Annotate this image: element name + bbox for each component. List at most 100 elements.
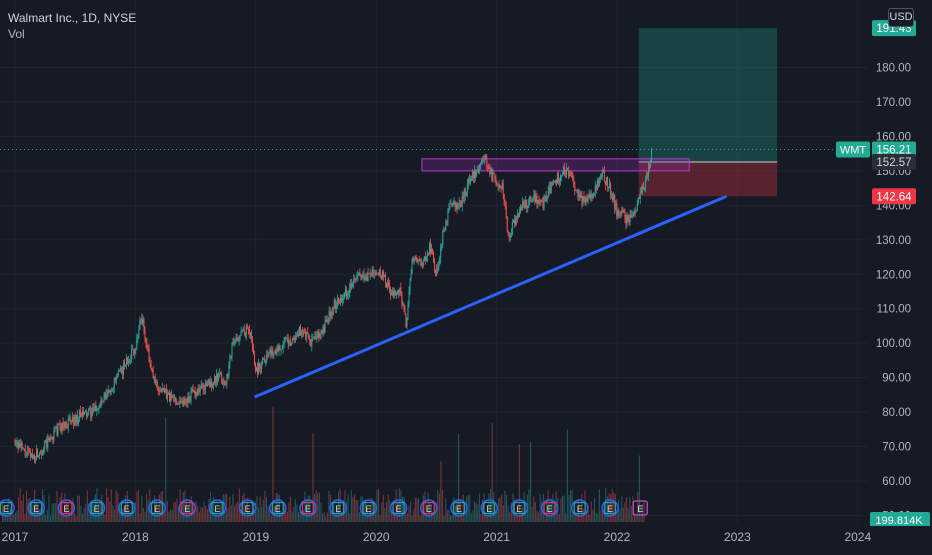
candle-body [403, 304, 405, 309]
volume-bar [589, 514, 591, 522]
candle-body [66, 427, 68, 429]
candle-body [190, 390, 192, 401]
earnings-letter: E [577, 504, 583, 514]
volume-bar [155, 498, 157, 522]
symbol-title[interactable]: Walmart Inc., 1D, NYSE [8, 11, 137, 25]
trendline[interactable] [254, 195, 727, 399]
volume-label[interactable]: Vol [8, 27, 25, 41]
candle-body [303, 330, 305, 332]
candle-body [40, 452, 42, 455]
volume-bar [434, 515, 436, 522]
long-position-tool[interactable] [638, 28, 778, 197]
volume-bar [326, 512, 328, 522]
volume-bar [358, 512, 360, 522]
volume-bar [170, 509, 172, 522]
candle-body [256, 367, 258, 372]
candle-body [467, 179, 469, 185]
volume-bar [371, 498, 373, 522]
earnings-box [181, 501, 194, 515]
candle-body [194, 391, 196, 397]
volume-bar [234, 506, 236, 522]
volume-bar [642, 504, 644, 522]
candle-body [352, 283, 354, 288]
candle-body [214, 376, 216, 384]
candle-body [72, 417, 74, 425]
volume-bar [107, 497, 109, 522]
volume-bar [70, 512, 72, 522]
volume-bar [600, 510, 602, 522]
candle-body [496, 184, 498, 186]
ticker-badge-text: WMT [840, 145, 867, 157]
volume-bar [115, 490, 117, 522]
volume-bar [504, 490, 506, 522]
candle-body [65, 422, 67, 428]
candle-body [329, 311, 331, 317]
candle-body [439, 258, 441, 265]
volume-bar [61, 492, 63, 522]
candle-body [465, 192, 467, 196]
earnings-marker: E [480, 499, 498, 517]
candle-body [92, 407, 94, 412]
candle-body [46, 440, 48, 448]
candle-body [292, 338, 294, 339]
candle-body [349, 288, 351, 294]
candle-body [318, 330, 320, 337]
volume-bar [586, 511, 588, 522]
candle-body [126, 357, 128, 365]
candle-body [238, 337, 240, 342]
candle-body [89, 407, 91, 409]
candle-body [58, 423, 60, 424]
volume-bar [590, 501, 592, 522]
candle-body [140, 318, 142, 321]
candle-body [602, 170, 604, 172]
candle-body [199, 387, 201, 392]
volume-bar [91, 503, 93, 522]
volume-bar [253, 508, 255, 522]
volume-bar [595, 512, 597, 522]
candle-body [182, 401, 184, 406]
candle-body [325, 320, 327, 322]
candle-body [294, 336, 296, 340]
candle-body [433, 253, 435, 263]
volume-bar [363, 501, 365, 522]
candle-body [288, 340, 290, 345]
candle-body [385, 283, 387, 288]
price-tick-label: 120.00 [876, 269, 911, 281]
price-axis[interactable]: 60.00 70.00 80.00 90.00 100.00 110.00 120.00 13… [870, 63, 930, 528]
volume-bar [418, 498, 420, 522]
candle-body [262, 358, 264, 365]
candle-body [39, 452, 41, 457]
candle-body [59, 423, 61, 428]
time-axis[interactable]: 2017 2018 2019 2020 2021 2022 2023 2024 [0, 526, 932, 550]
candle-body [100, 400, 102, 405]
candle-body [121, 370, 123, 375]
candle-body [625, 217, 627, 225]
volume-bar [451, 515, 453, 522]
candle-body [466, 184, 468, 193]
candle-body [282, 344, 284, 349]
candle-body [624, 212, 626, 218]
volume-bar [312, 432, 314, 522]
candle-body [509, 237, 511, 238]
volume-readout-bg [870, 512, 930, 528]
candle-body [296, 333, 298, 337]
candle-body [421, 263, 423, 266]
candle-body [620, 213, 622, 215]
volume-bar [592, 509, 594, 522]
candle-body [200, 383, 202, 388]
candle-body [597, 180, 599, 186]
volume-bar [493, 492, 495, 522]
currency-button[interactable]: USD [888, 8, 914, 27]
volume-bar [394, 515, 396, 522]
volume-bar [458, 433, 460, 522]
candle-body [180, 401, 182, 402]
candle-body [327, 320, 329, 322]
volume-bar [349, 513, 351, 522]
candle-body [302, 330, 304, 333]
volume-bar [322, 513, 324, 522]
candle-body [610, 183, 612, 195]
volume-bar [603, 508, 605, 522]
candle-body [82, 410, 84, 417]
